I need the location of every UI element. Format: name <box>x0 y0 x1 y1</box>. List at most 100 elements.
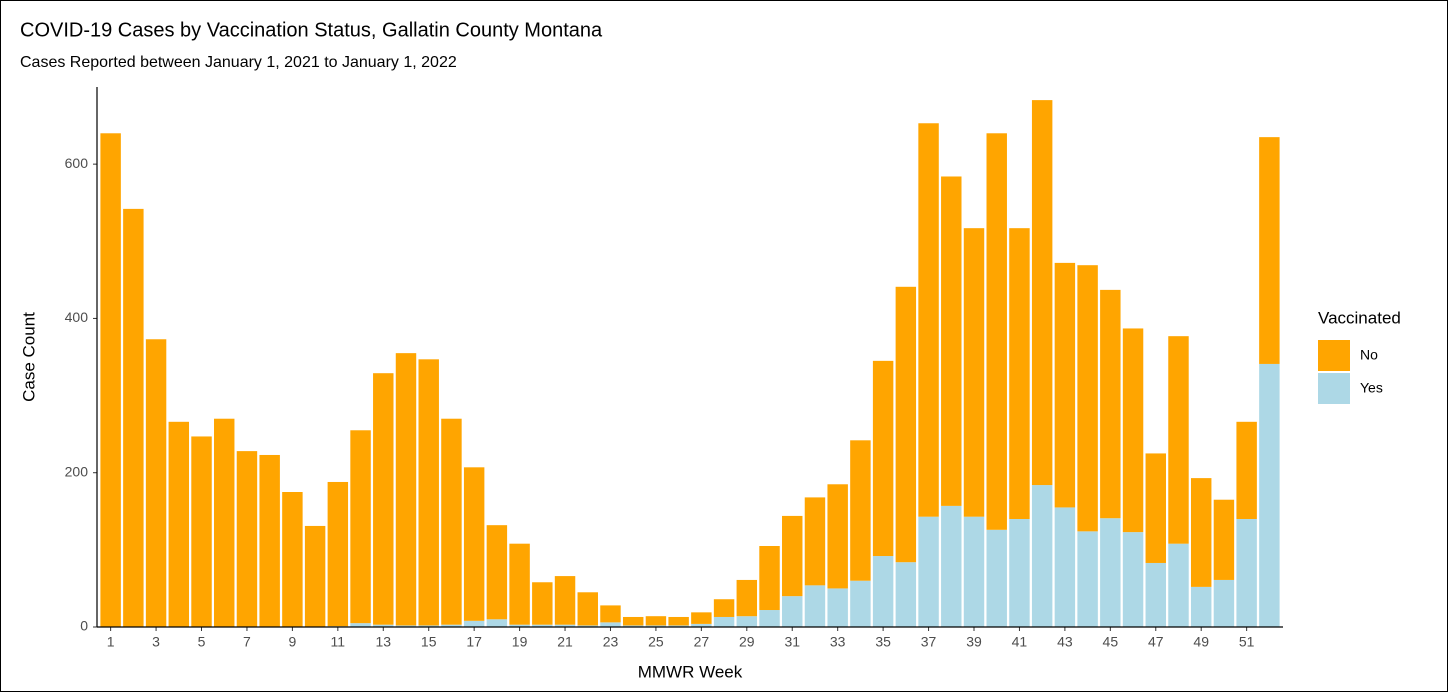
bar-segment <box>986 133 1007 530</box>
x-tick-label: 23 <box>603 634 619 650</box>
bar-segment <box>1190 478 1212 587</box>
bar-segment <box>486 619 508 627</box>
x-tick-label: 17 <box>466 634 482 650</box>
bar-segment <box>123 208 144 627</box>
bar-segment <box>554 576 576 625</box>
bar-segment <box>1259 363 1280 627</box>
bar-segment <box>895 562 917 627</box>
bar-segment <box>850 580 871 627</box>
x-tick-label: 19 <box>512 634 528 650</box>
bar-segment <box>1213 579 1235 627</box>
bar-segment <box>1077 531 1098 627</box>
bar-segment <box>145 339 167 627</box>
bar-segment <box>463 620 485 627</box>
bar-segment <box>418 625 439 627</box>
bar-segment <box>918 123 939 517</box>
x-tick-label: 27 <box>694 634 710 650</box>
bar-segment <box>463 467 485 621</box>
bar-segment <box>827 484 848 589</box>
bar-segment <box>532 582 553 625</box>
bar-segment <box>1236 519 1257 627</box>
bar-segment <box>736 579 758 617</box>
x-tick-label: 13 <box>375 634 391 650</box>
x-tick-label: 21 <box>557 634 573 650</box>
bar-segment <box>622 625 644 627</box>
chart-subtitle: Cases Reported between January 1, 2021 t… <box>20 54 457 71</box>
bar-segment <box>895 286 917 563</box>
bar-segment <box>577 625 598 627</box>
x-tick-label: 29 <box>739 634 755 650</box>
bar-segment <box>963 228 985 517</box>
bar-segment <box>214 418 235 627</box>
bar-segment <box>759 546 780 611</box>
bar-segment <box>191 436 212 627</box>
bar-segment <box>713 616 735 627</box>
bar-segment <box>282 492 303 627</box>
x-tick-label: 49 <box>1193 634 1209 650</box>
bar-segment <box>236 451 258 627</box>
bar-segment <box>963 516 985 627</box>
bar-segment <box>986 529 1007 627</box>
bar-segment <box>1031 100 1053 486</box>
x-tick-label: 41 <box>1012 634 1028 650</box>
bar-segment <box>554 624 576 627</box>
bar-segment <box>486 525 508 620</box>
bar-segment <box>872 556 894 627</box>
x-axis-title: MMWR Week <box>638 662 743 681</box>
bar-segment <box>1213 499 1235 580</box>
bar-segment <box>691 623 712 627</box>
bar-segment <box>1009 519 1030 627</box>
bar-segment <box>1259 137 1280 364</box>
x-tick-label: 37 <box>921 634 937 650</box>
bar-segment <box>418 359 439 626</box>
bar-segment <box>691 612 712 624</box>
bar-segment <box>782 596 803 627</box>
bar-segment <box>668 616 689 626</box>
bar-segment <box>1168 543 1189 627</box>
bar-segment <box>509 624 530 627</box>
bar-segment <box>941 505 962 627</box>
bar-segment <box>441 418 462 625</box>
bar-segment <box>350 430 371 624</box>
x-tick-label: 51 <box>1239 634 1255 650</box>
bar-segment <box>168 421 190 627</box>
bar-segment <box>759 610 780 627</box>
bar-segment <box>509 543 530 625</box>
bar-segment <box>373 373 394 625</box>
x-tick-label: 15 <box>421 634 437 650</box>
legend-swatch <box>1318 373 1350 404</box>
x-tick-label: 33 <box>830 634 846 650</box>
y-tick-label: 200 <box>65 463 89 479</box>
bar-segment <box>395 353 417 626</box>
bar-segment <box>373 624 394 627</box>
bar-segment <box>259 454 280 627</box>
bar-segment <box>395 625 417 627</box>
x-tick-label: 31 <box>784 634 800 650</box>
bar-segment <box>1145 453 1166 563</box>
x-tick-label: 3 <box>152 634 160 650</box>
bar-segment <box>1168 336 1189 544</box>
y-tick-label: 600 <box>65 155 89 171</box>
x-tick-label: 43 <box>1057 634 1073 650</box>
bar-segment <box>1122 328 1144 533</box>
x-tick-label: 45 <box>1103 634 1119 650</box>
bar-segment <box>782 515 803 597</box>
bar-segment <box>804 585 826 627</box>
bar-segment <box>713 599 735 617</box>
x-tick-label: 47 <box>1148 634 1164 650</box>
bar-segment <box>804 497 826 586</box>
bar-segment <box>1009 228 1030 519</box>
x-tick-label: 5 <box>198 634 206 650</box>
bar-segment <box>441 624 462 627</box>
bar-segment <box>1100 289 1121 519</box>
bar-segment <box>645 625 667 627</box>
bar-segment <box>1190 586 1212 627</box>
bar-segment <box>1054 262 1076 508</box>
bar-segment <box>1145 562 1166 627</box>
bar-segment <box>1100 518 1121 627</box>
bar-segment <box>622 616 644 626</box>
bar-segment <box>100 133 121 628</box>
x-tick-label: 25 <box>648 634 664 650</box>
y-axis-title: Case Count <box>19 312 38 402</box>
bar-segment <box>350 623 371 627</box>
